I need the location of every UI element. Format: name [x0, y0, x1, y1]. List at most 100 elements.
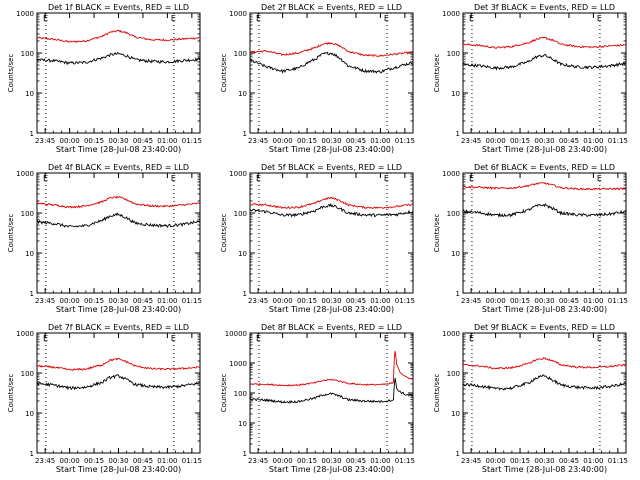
x-tick-label: 23:45 [248, 457, 268, 465]
x-tick-label: 01:15 [395, 457, 415, 465]
x-tick-label: 00:30 [534, 137, 554, 145]
series-lld-line [249, 350, 414, 387]
y-tick-label: 10 [451, 410, 460, 418]
x-tick-label: 00:45 [133, 457, 153, 465]
x-axis-label: Start Time (28-Jul-08 23:40:00) [56, 305, 181, 314]
x-tick-label: 00:30 [108, 457, 128, 465]
series-lld-line [462, 36, 627, 49]
x-tick-label: 00:45 [559, 297, 579, 305]
x-tick-label: 01:00 [157, 297, 177, 305]
x-axis-label: Start Time (28-Jul-08 23:40:00) [56, 465, 181, 474]
series-events-line [36, 51, 201, 66]
marker-label: E [43, 334, 48, 343]
y-tick-label: 1 [456, 290, 460, 298]
series-lld-line [462, 357, 627, 370]
y-tick-label: 1 [243, 290, 247, 298]
y-axis-label: Counts/sec [433, 374, 441, 413]
series-lld-line [249, 196, 414, 210]
panel-title: Det 9f BLACK = Events, RED = LLD [474, 323, 615, 332]
y-axis-label: Counts/sec [220, 54, 228, 93]
x-tick-label: 01:00 [157, 457, 177, 465]
x-tick-label: 01:00 [583, 297, 603, 305]
marker-label: E [171, 334, 176, 343]
marker-label: E [469, 334, 474, 343]
y-tick-label: 1000 [16, 170, 34, 178]
series-events-line [250, 377, 414, 404]
x-tick-label: 00:15 [84, 297, 104, 305]
x-axis-label: Start Time (28-Jul-08 23:40:00) [482, 305, 607, 314]
x-tick-label: 00:30 [321, 457, 341, 465]
x-tick-label: 23:45 [461, 137, 481, 145]
y-axis-label: Counts/sec [433, 214, 441, 253]
x-tick-label: 00:45 [346, 137, 366, 145]
y-tick-label: 100 [21, 370, 34, 378]
series-lld-line [36, 195, 201, 209]
x-tick-label: 00:45 [346, 297, 366, 305]
panel-title: Det 8f BLACK = Events, RED = LLD [261, 323, 402, 332]
marker-label: E [384, 334, 389, 343]
panel-title: Det 2f BLACK = Events, RED = LLD [261, 3, 402, 12]
x-tick-label: 01:15 [608, 457, 628, 465]
panel-title: Det 3f BLACK = Events, RED = LLD [474, 3, 615, 12]
marker-label: E [597, 334, 602, 343]
y-tick-label: 1000 [442, 330, 460, 338]
x-tick-label: 01:00 [583, 457, 603, 465]
y-tick-label: 100 [21, 210, 34, 218]
y-axis-label: Counts/sec [433, 54, 441, 93]
y-tick-label: 1 [30, 130, 34, 138]
x-tick-label: 00:00 [486, 137, 506, 145]
x-tick-label: 01:15 [182, 457, 202, 465]
x-tick-label: 23:45 [248, 297, 268, 305]
x-tick-label: 23:45 [248, 137, 268, 145]
y-axis-label: Counts/sec [220, 214, 228, 253]
x-tick-label: 00:00 [60, 297, 80, 305]
x-tick-label: 00:15 [510, 457, 530, 465]
y-tick-label: 1000 [16, 10, 34, 18]
panel-2: Det 2f BLACK = Events, RED = LLD 1 10 100 10… [220, 3, 415, 154]
x-tick-label: 00:30 [108, 297, 128, 305]
x-tick-label: 00:00 [486, 457, 506, 465]
plot-frame [36, 172, 201, 294]
y-tick-label: 100 [234, 390, 247, 398]
x-axis-label: Start Time (28-Jul-08 23:40:00) [482, 145, 607, 154]
y-tick-label: 1000 [229, 170, 247, 178]
y-tick-label: 10 [25, 90, 34, 98]
panel-7: Det 7f BLACK = Events, RED = LLD 1 10 100 10… [7, 323, 202, 474]
plot-frame [462, 172, 627, 294]
x-tick-label: 23:45 [461, 457, 481, 465]
y-tick-label: 1000 [442, 170, 460, 178]
y-tick-label: 100 [447, 50, 460, 58]
marker-label: E [597, 14, 602, 23]
panel-5: Det 5f BLACK = Events, RED = LLD 1 10 100 10… [220, 163, 415, 314]
x-tick-label: 01:15 [395, 297, 415, 305]
y-tick-label: 10 [238, 420, 247, 428]
marker-label: E [384, 14, 389, 23]
y-tick-label: 100 [234, 210, 247, 218]
x-tick-label: 00:15 [297, 297, 317, 305]
x-axis-label: Start Time (28-Jul-08 23:40:00) [482, 465, 607, 474]
y-axis-label: Counts/sec [7, 214, 15, 253]
series-events-line [249, 51, 414, 74]
y-tick-label: 1000 [229, 10, 247, 18]
series-events-line [249, 202, 414, 218]
y-tick-label: 10 [238, 90, 247, 98]
x-tick-label: 01:00 [370, 457, 390, 465]
y-tick-label: 1 [30, 290, 34, 298]
plot-frame [462, 332, 627, 454]
x-tick-label: 23:45 [35, 457, 55, 465]
panel-3: Det 3f BLACK = Events, RED = LLD 1 10 100 10… [433, 3, 628, 154]
y-tick-label: 100 [447, 210, 460, 218]
y-tick-label: 10000 [225, 330, 247, 338]
x-axis-label: Start Time (28-Jul-08 23:40:00) [269, 305, 394, 314]
y-tick-label: 1000 [229, 360, 247, 368]
panel-8: Det 8f BLACK = Events, RED = LLD 1 10 100 10… [220, 323, 415, 474]
series-events-line [462, 53, 627, 71]
x-tick-label: 00:45 [133, 297, 153, 305]
plot-frame [249, 12, 414, 134]
y-tick-label: 1 [243, 130, 247, 138]
y-tick-label: 10 [25, 250, 34, 258]
x-tick-label: 01:15 [395, 137, 415, 145]
panel-6: Det 6f BLACK = Events, RED = LLD 1 10 100 10… [433, 163, 628, 314]
y-axis-label: Counts/sec [220, 374, 228, 413]
x-tick-label: 00:00 [60, 137, 80, 145]
